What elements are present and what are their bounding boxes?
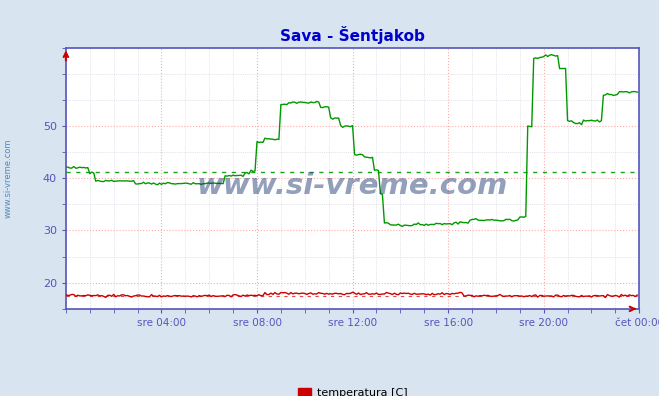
Text: www.si-vreme.com: www.si-vreme.com <box>4 139 13 218</box>
Title: Sava - Šentjakob: Sava - Šentjakob <box>280 26 425 44</box>
Legend: temperatura [C], pretok [m3/s]: temperatura [C], pretok [m3/s] <box>298 388 407 396</box>
Text: www.si-vreme.com: www.si-vreme.com <box>197 172 508 200</box>
